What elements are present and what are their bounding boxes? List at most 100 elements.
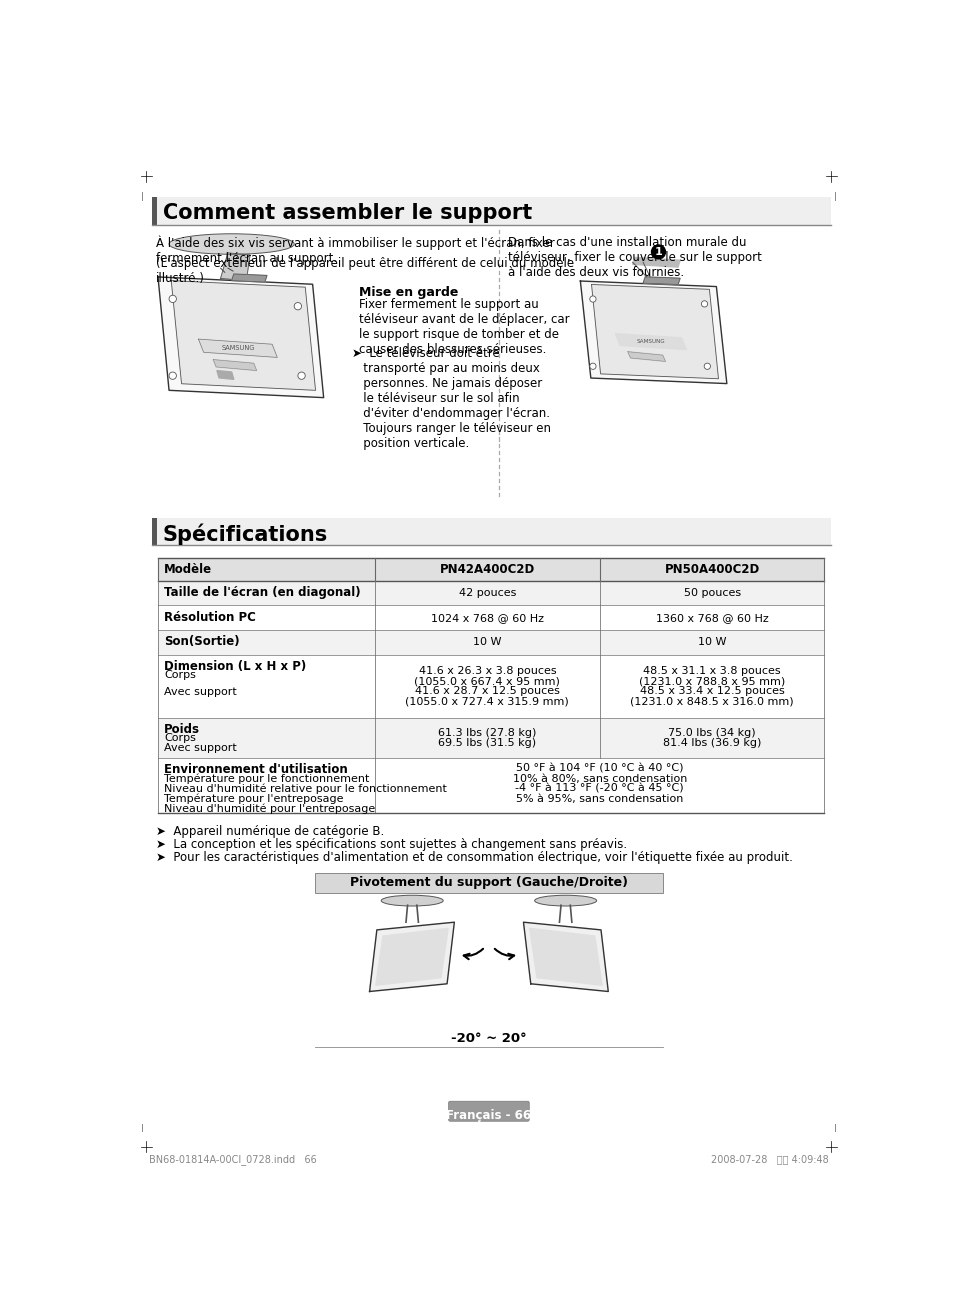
Ellipse shape — [381, 895, 443, 907]
Circle shape — [169, 295, 176, 303]
Text: 81.4 lbs (36.9 kg): 81.4 lbs (36.9 kg) — [662, 738, 760, 748]
Text: Fixer fermement le support au
téléviseur avant de le déplacer, car
le support ri: Fixer fermement le support au téléviseur… — [359, 299, 570, 356]
Text: SAMSUNG: SAMSUNG — [221, 346, 254, 351]
Text: (L'aspect extérieur de l'appareil peut être différent de celui du modèle
illustr: (L'aspect extérieur de l'appareil peut ê… — [155, 257, 573, 286]
Circle shape — [294, 303, 301, 310]
Text: Dans le cas d'une installation murale du
téléviseur, fixer le couvercle sur le s: Dans le cas d'une installation murale du… — [508, 236, 761, 279]
Text: Température pour l'entreposage: Température pour l'entreposage — [164, 794, 343, 804]
Text: Modèle: Modèle — [164, 563, 213, 576]
Text: 5% à 95%, sans condensation: 5% à 95%, sans condensation — [516, 794, 682, 804]
Text: (1231.0 x 788.8 x 95 mm): (1231.0 x 788.8 x 95 mm) — [639, 676, 784, 686]
Polygon shape — [375, 929, 448, 985]
Text: À l'aide des six vis servant à immobiliser le support et l'écran, fixer
fermemen: À l'aide des six vis servant à immobilis… — [155, 236, 554, 265]
Text: Niveau d'humidité pour l'entreposage: Niveau d'humidité pour l'entreposage — [164, 803, 375, 814]
Text: 69.5 lbs (31.5 kg): 69.5 lbs (31.5 kg) — [437, 738, 536, 748]
Polygon shape — [529, 929, 601, 985]
Text: 61.3 lbs (27.8 kg): 61.3 lbs (27.8 kg) — [437, 728, 536, 738]
Text: 2008-07-28   오후 4:09:48: 2008-07-28 오후 4:09:48 — [711, 1154, 828, 1165]
Circle shape — [589, 296, 596, 303]
Text: 50 °F à 104 °F (10 °C à 40 °C): 50 °F à 104 °F (10 °C à 40 °C) — [516, 764, 682, 774]
Circle shape — [589, 363, 596, 369]
Text: Avec support: Avec support — [164, 743, 236, 753]
Text: Taille de l'écran (en diagonal): Taille de l'écran (en diagonal) — [164, 586, 360, 599]
Text: ➤  Appareil numérique de catégorie B.: ➤ Appareil numérique de catégorie B. — [155, 825, 383, 838]
Text: 42 pouces: 42 pouces — [458, 588, 516, 599]
FancyBboxPatch shape — [448, 1102, 529, 1121]
Circle shape — [650, 244, 665, 259]
Bar — [152, 517, 830, 545]
Text: ➤  La conception et les spécifications sont sujettes à changement sans préavis.: ➤ La conception et les spécifications so… — [155, 838, 626, 852]
Text: 41.6 x 28.7 x 12.5 pouces: 41.6 x 28.7 x 12.5 pouces — [415, 686, 559, 696]
Polygon shape — [369, 922, 454, 992]
Polygon shape — [632, 258, 679, 267]
Text: ➤  Le téléviseur doit être
   transporté par au moins deux
   personnes. Ne jama: ➤ Le téléviseur doit être transporté par… — [352, 347, 550, 451]
Text: Corps: Corps — [164, 734, 196, 743]
Text: Température pour le fonctionnement: Température pour le fonctionnement — [164, 773, 369, 783]
Text: 1: 1 — [654, 246, 661, 257]
Circle shape — [703, 363, 710, 369]
Text: ➤  Pour les caractéristiques d'alimentation et de consommation électrique, voir : ➤ Pour les caractéristiques d'alimentati… — [155, 852, 792, 865]
Circle shape — [297, 372, 305, 380]
Text: Français - 66: Français - 66 — [446, 1110, 531, 1121]
Ellipse shape — [534, 895, 596, 907]
Text: Comment assembler le support: Comment assembler le support — [162, 203, 532, 223]
Polygon shape — [158, 276, 323, 398]
Text: Corps: Corps — [164, 669, 196, 680]
Bar — [314, 872, 662, 892]
Text: Son(Sortie): Son(Sortie) — [164, 635, 239, 648]
Text: Avec support: Avec support — [164, 686, 236, 697]
Polygon shape — [615, 334, 685, 350]
Text: Poids: Poids — [164, 723, 200, 736]
Ellipse shape — [169, 233, 294, 254]
Bar — [152, 198, 157, 225]
Text: 48.5 x 33.4 x 12.5 pouces: 48.5 x 33.4 x 12.5 pouces — [639, 686, 783, 696]
Polygon shape — [579, 282, 726, 384]
Bar — [158, 630, 823, 655]
Text: (1055.0 x 667.4 x 95 mm): (1055.0 x 667.4 x 95 mm) — [414, 676, 559, 686]
Text: BN68-01814A-00CI_0728.indd   66: BN68-01814A-00CI_0728.indd 66 — [149, 1154, 316, 1166]
Bar — [152, 198, 830, 225]
Text: Environnement d'utilisation: Environnement d'utilisation — [164, 764, 348, 777]
Polygon shape — [627, 351, 665, 362]
Text: 10 W: 10 W — [698, 637, 725, 647]
Polygon shape — [523, 922, 608, 992]
Polygon shape — [220, 253, 250, 280]
Text: -20° ~ 20°: -20° ~ 20° — [451, 1032, 526, 1045]
Text: PN42A400C2D: PN42A400C2D — [439, 563, 535, 576]
Text: 10 W: 10 W — [473, 637, 501, 647]
Text: Résolution PC: Résolution PC — [164, 610, 255, 624]
Circle shape — [169, 372, 176, 380]
Bar — [158, 655, 823, 718]
Text: 48.5 x 31.1 x 3.8 pouces: 48.5 x 31.1 x 3.8 pouces — [642, 667, 781, 676]
Text: 1024 x 768 @ 60 Hz: 1024 x 768 @ 60 Hz — [431, 613, 543, 622]
Text: Spécifications: Spécifications — [162, 524, 328, 545]
Text: 50 pouces: 50 pouces — [683, 588, 740, 599]
Bar — [158, 605, 823, 630]
Bar — [158, 718, 823, 757]
Text: (1231.0 x 848.5 x 316.0 mm): (1231.0 x 848.5 x 316.0 mm) — [630, 696, 793, 706]
Bar — [158, 580, 823, 605]
Text: -4 °F à 113 °F (-20 °C à 45 °C): -4 °F à 113 °F (-20 °C à 45 °C) — [515, 783, 683, 794]
Bar — [152, 517, 157, 545]
Polygon shape — [213, 359, 256, 371]
Polygon shape — [198, 339, 277, 358]
Text: 1360 x 768 @ 60 Hz: 1360 x 768 @ 60 Hz — [655, 613, 768, 622]
Text: 10% à 80%, sans condensation: 10% à 80%, sans condensation — [512, 774, 686, 783]
Circle shape — [700, 301, 707, 307]
Text: 75.0 lbs (34 kg): 75.0 lbs (34 kg) — [668, 728, 755, 738]
Polygon shape — [216, 371, 233, 380]
Text: Mise en garde: Mise en garde — [359, 286, 458, 299]
Bar — [158, 558, 823, 580]
Polygon shape — [172, 280, 315, 390]
Bar — [158, 757, 823, 814]
Text: Pivotement du support (Gauche/Droite): Pivotement du support (Gauche/Droite) — [350, 876, 627, 889]
Polygon shape — [591, 284, 718, 379]
Text: 41.6 x 26.3 x 3.8 pouces: 41.6 x 26.3 x 3.8 pouces — [418, 667, 556, 676]
Polygon shape — [642, 276, 679, 284]
Text: Niveau d'humidité relative pour le fonctionnement: Niveau d'humidité relative pour le fonct… — [164, 783, 447, 794]
Text: PN50A400C2D: PN50A400C2D — [664, 563, 759, 576]
Text: Dimension (L x H x P): Dimension (L x H x P) — [164, 660, 306, 673]
Text: SAMSUNG: SAMSUNG — [636, 339, 664, 345]
Polygon shape — [232, 274, 267, 282]
Text: (1055.0 x 727.4 x 315.9 mm): (1055.0 x 727.4 x 315.9 mm) — [405, 696, 569, 706]
